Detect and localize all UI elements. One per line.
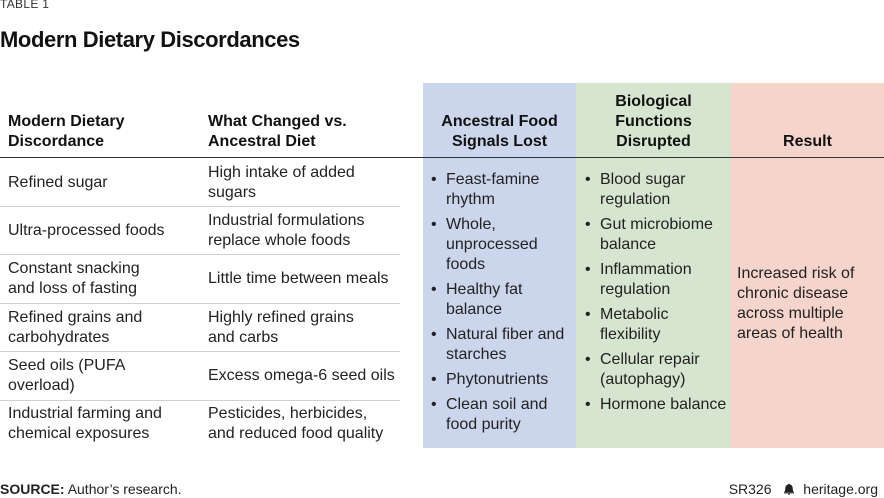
list-item: Cellular repair (autophagy) [583,350,730,390]
row-divider [0,254,400,255]
row-6-discordance: Industrial farming and chemical exposure… [8,405,162,442]
list-item: Hormone balance [583,395,730,415]
list-item: Natural fiber and starches [429,325,574,365]
ancestral-signals-list: Feast-famine rhythm Whole, unprocessed f… [429,170,574,440]
row-divider [0,351,400,352]
row-3-discordance: Constant snacking and loss of fasting [8,260,140,297]
list-item: Blood sugar regulation [583,170,730,210]
row-divider [0,206,400,207]
table-title: Modern Dietary Discordances [0,27,300,52]
result-text: Increased risk of chronic disease across… [737,265,855,342]
source-text: Author’s research. [67,481,182,497]
list-item: Metabolic flexibility [583,305,730,345]
header-biological: Biological Functions Disrupted [615,93,692,150]
footer-credit: SR326 heritage.org [729,481,878,497]
row-divider [0,400,400,401]
header-divider [0,157,884,158]
list-item: Clean soil and food purity [429,395,574,435]
row-6-changed: Pesticides, herbicides, and reduced food… [208,405,384,442]
row-4-discordance: Refined grains and carbohydrates [8,309,143,346]
header-discordance: Modern Dietary Discordance [8,113,125,150]
list-item: Healthy fat balance [429,280,574,320]
list-item: Phytonutrients [429,370,574,390]
liberty-bell-icon [784,483,795,495]
row-2-changed: Industrial formulations replace whole fo… [208,212,365,249]
list-item: Gut microbiome balance [583,215,730,255]
result-column-background [731,83,884,448]
header-ancestral: Ancestral Food Signals Lost [441,113,558,150]
row-3-changed: Little time between meals [208,270,389,287]
source-label: SOURCE: [0,481,65,497]
report-id: SR326 [728,481,772,497]
biological-functions-list: Blood sugar regulation Gut microbiome ba… [583,170,730,420]
row-4-changed: Highly refined grains and carbs [208,309,354,346]
list-item: Feast-famine rhythm [429,170,574,210]
header-result: Result [783,133,832,150]
row-5-discordance: Seed oils (PUFA overload) [8,357,125,394]
table-label: TABLE 1 [0,0,50,11]
source-note: SOURCE: Author’s research. [0,481,182,497]
row-2-discordance: Ultra-processed foods [8,222,165,239]
list-item: Whole, unprocessed foods [429,215,574,275]
row-divider [0,303,400,304]
header-changed: What Changed vs. Ancestral Diet [208,113,347,150]
list-item: Inflammation regulation [583,260,730,300]
row-1-changed: High intake of added sugars [208,164,355,201]
row-1-discordance: Refined sugar [8,174,108,191]
site-name: heritage.org [803,481,878,497]
row-5-changed: Excess omega-6 seed oils [208,367,395,384]
